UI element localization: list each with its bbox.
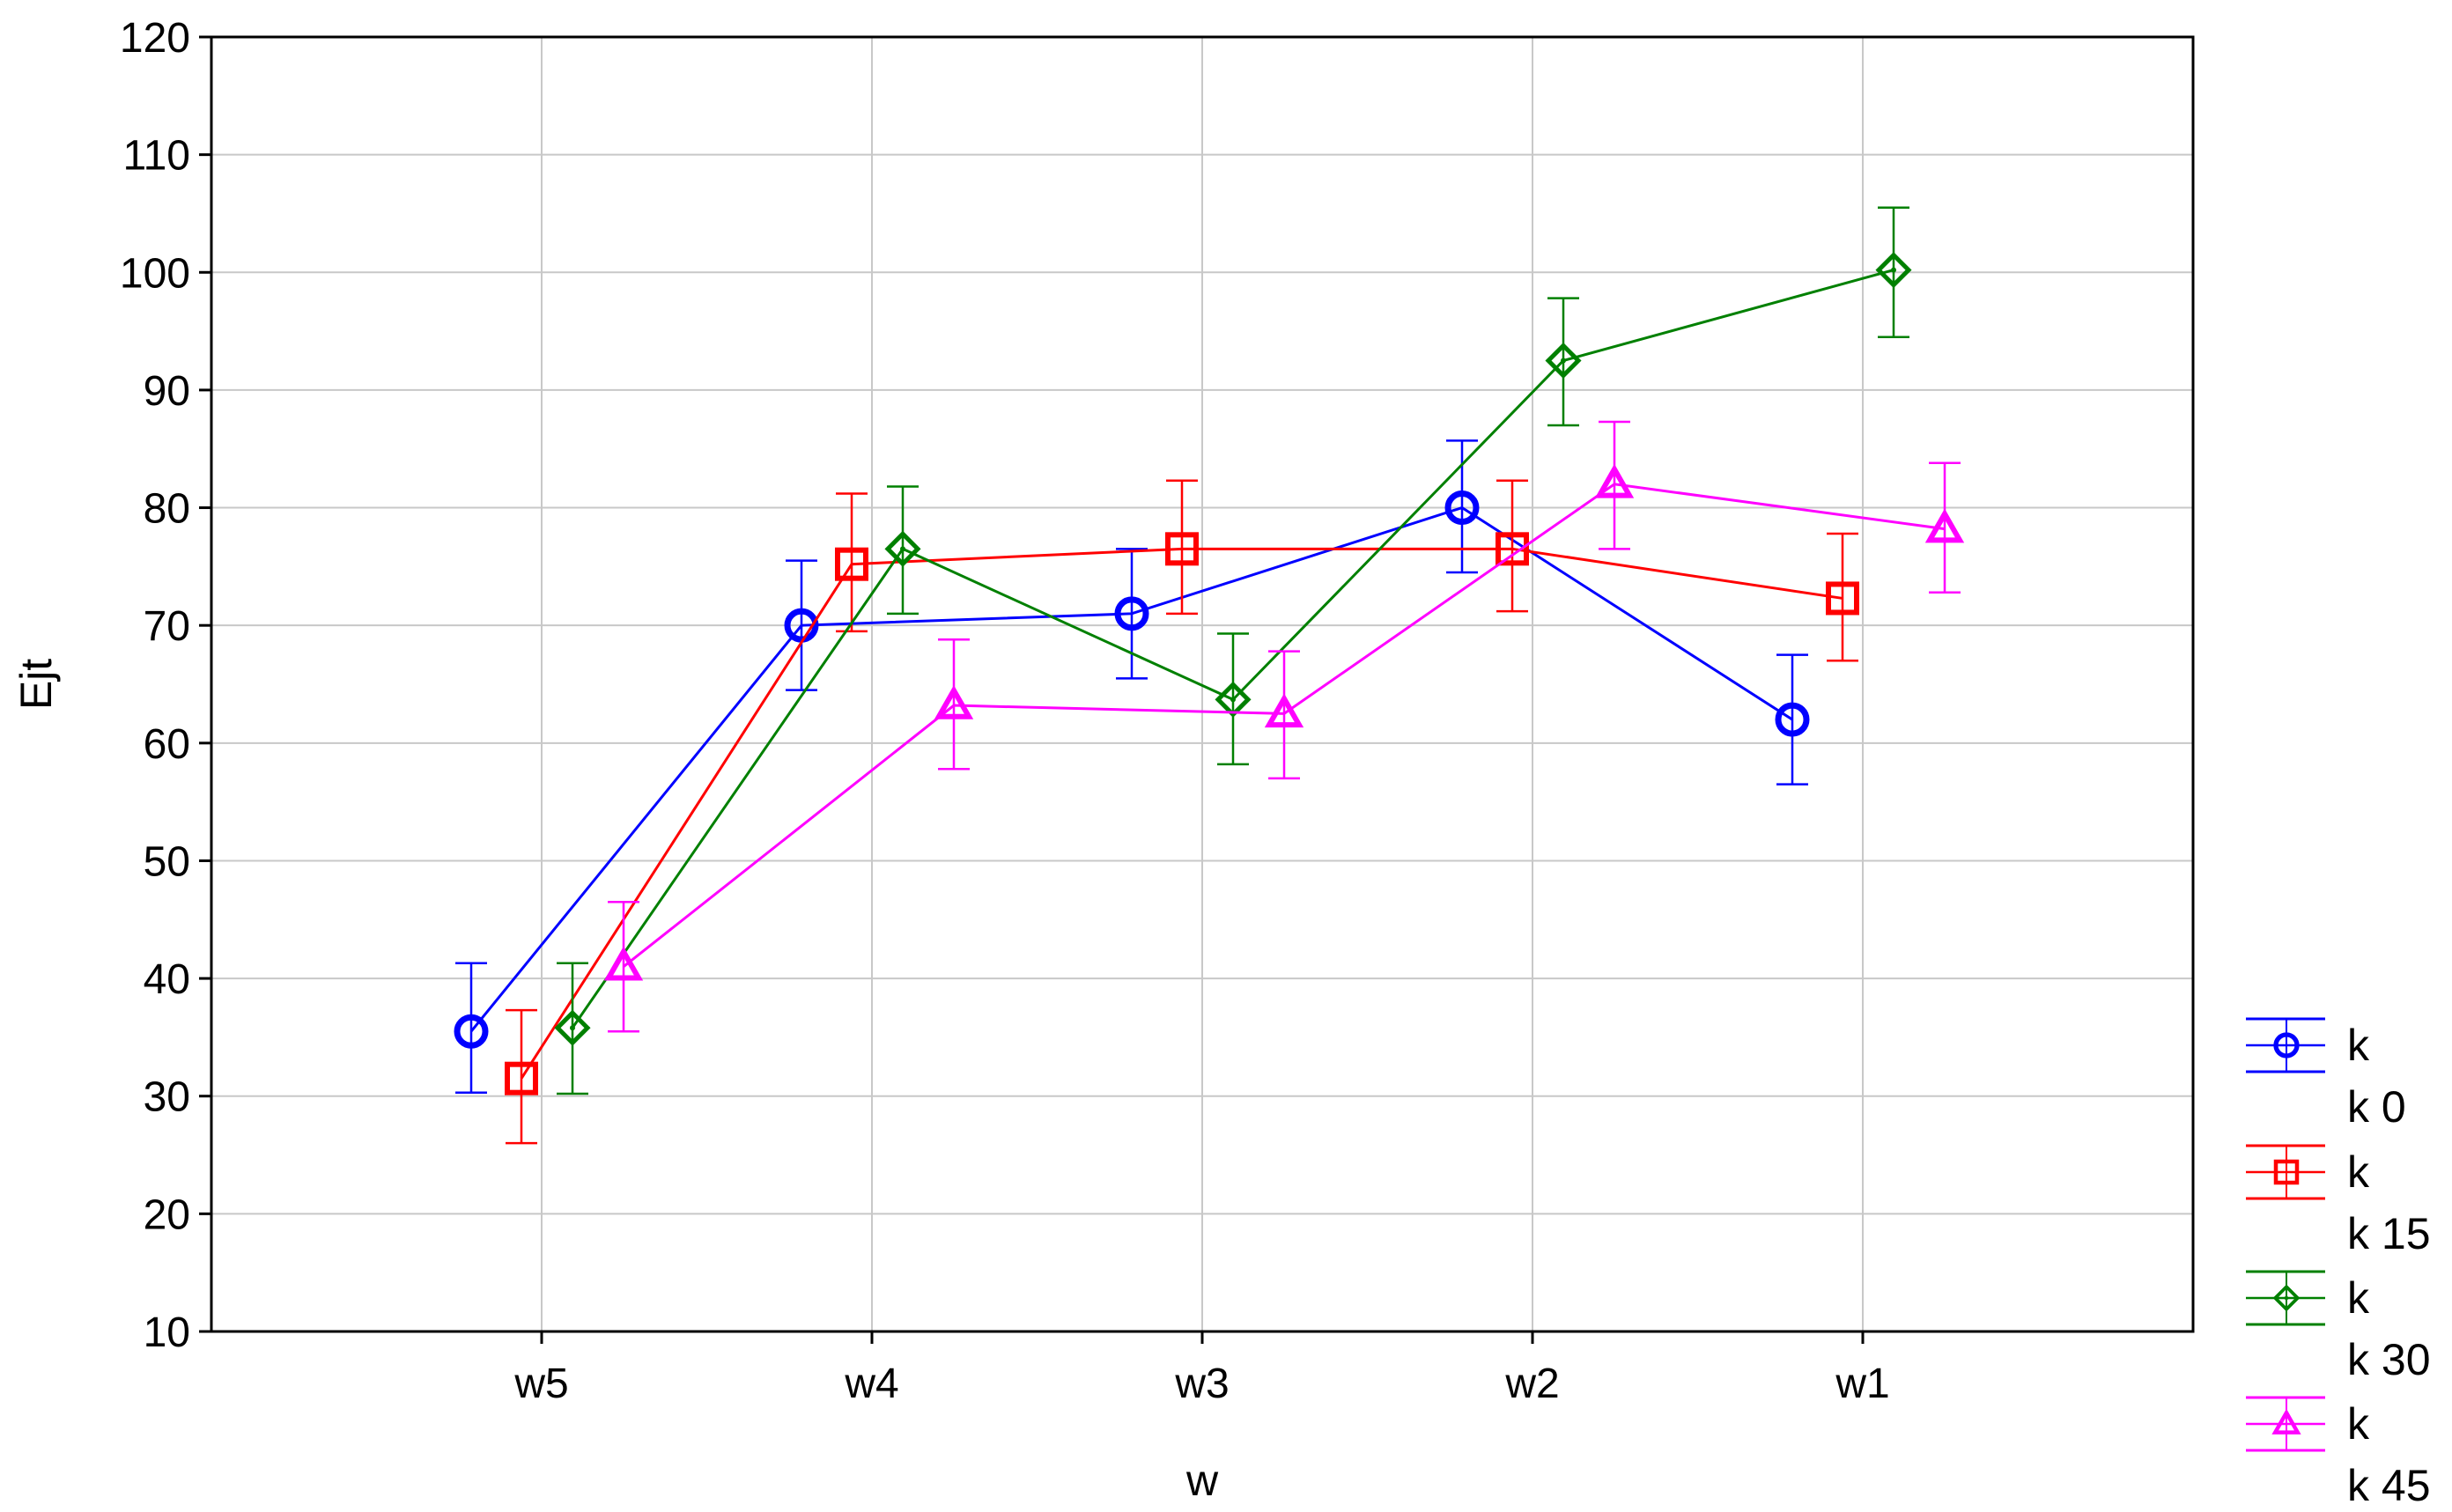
y-axis-ticks: 10 20 30 40 50 60 70 80 90 100 110 120 xyxy=(120,15,211,1356)
y-tick-label: 10 xyxy=(144,1309,190,1356)
data-point-k-45 xyxy=(1594,463,1635,498)
legend-title: k xyxy=(2347,1021,2370,1070)
data-point-k-15 xyxy=(505,1061,538,1095)
series-k-0 xyxy=(454,439,1810,1094)
legend-title: k xyxy=(2347,1147,2370,1197)
data-point-k-30 xyxy=(1215,681,1252,718)
legend-marker xyxy=(2273,1159,2300,1185)
y-tick-label: 40 xyxy=(144,956,190,1003)
data-point-k-15 xyxy=(1496,532,1529,566)
data-point-k-45 xyxy=(603,946,644,981)
x-tick-label: w1 xyxy=(1835,1361,1889,1407)
legend: k k 0 k k 15 k k 30 k k 45 xyxy=(2246,1017,2431,1510)
data-point-k-0 xyxy=(1775,702,1810,737)
data-point-k-30-dot xyxy=(1891,267,1896,273)
data-point-k-30-dot xyxy=(1561,358,1566,364)
data-point-k-15 xyxy=(1826,581,1859,616)
x-axis-title: w xyxy=(1185,1456,1219,1505)
data-point-k-0 xyxy=(1114,596,1149,631)
y-tick-label: 80 xyxy=(144,486,190,533)
y-tick-label: 120 xyxy=(120,15,190,62)
series-layer xyxy=(454,206,1965,1145)
series-k-30 xyxy=(554,206,1912,1095)
legend-label: k 30 xyxy=(2347,1335,2431,1384)
series-k-15 xyxy=(505,479,1859,1145)
y-tick-label: 60 xyxy=(144,721,190,768)
legend-item-k-45: k k 45 xyxy=(2246,1396,2431,1510)
legend-title: k xyxy=(2347,1399,2370,1449)
x-tick-label: w2 xyxy=(1504,1361,1559,1407)
data-point-k-30-dot xyxy=(570,1025,575,1031)
y-tick-label: 30 xyxy=(144,1074,190,1121)
x-tick-label: w3 xyxy=(1174,1361,1229,1407)
data-point-k-30-shape xyxy=(554,1009,591,1046)
data-point-k-30-shape xyxy=(1545,342,1582,380)
data-point-k-45 xyxy=(1264,693,1304,728)
y-tick-label: 50 xyxy=(144,838,190,885)
y-tick-label: 100 xyxy=(120,250,190,297)
data-point-k-30 xyxy=(554,1009,591,1046)
data-point-k-45 xyxy=(934,685,974,719)
legend-marker xyxy=(2271,1408,2301,1435)
y-tick-label: 70 xyxy=(144,603,190,650)
legend-marker xyxy=(2273,1032,2300,1058)
series-k-45 xyxy=(603,420,1965,1033)
y-tick-label: 20 xyxy=(144,1191,190,1238)
x-axis-ticks: w5 w4 w3 w2 w1 xyxy=(513,1331,1890,1407)
data-point-k-0 xyxy=(1444,490,1480,526)
x-tick-label: w5 xyxy=(513,1361,568,1407)
legend-marker-shape xyxy=(2272,1284,2301,1312)
y-axis-title: Ejt xyxy=(11,659,61,710)
data-point-k-45 xyxy=(1924,508,1965,543)
legend-label: k 15 xyxy=(2347,1209,2431,1258)
y-tick-label: 90 xyxy=(144,368,190,415)
legend-marker-dot xyxy=(2284,1295,2289,1301)
legend-label: k 45 xyxy=(2347,1461,2431,1510)
legend-marker xyxy=(2272,1284,2301,1312)
legend-item-k-15: k k 15 xyxy=(2246,1144,2431,1258)
data-point-k-30 xyxy=(1875,252,1912,289)
data-point-k-30-dot xyxy=(900,546,905,552)
y-tick-label: 110 xyxy=(122,133,190,180)
legend-item-k-30: k k 30 xyxy=(2246,1270,2431,1384)
x-tick-label: w4 xyxy=(844,1361,898,1407)
legend-item-k-0: k k 0 xyxy=(2246,1017,2406,1132)
legend-label: k 0 xyxy=(2347,1082,2406,1132)
data-point-k-30 xyxy=(884,530,921,567)
data-point-k-30-shape xyxy=(1215,681,1252,718)
data-point-k-0 xyxy=(454,1014,489,1049)
data-point-k-15 xyxy=(1165,532,1199,566)
data-point-k-30 xyxy=(1545,342,1582,380)
data-point-k-30-shape xyxy=(1875,252,1912,289)
data-point-k-30-shape xyxy=(884,530,921,567)
data-point-k-15 xyxy=(835,547,868,581)
data-point-k-0 xyxy=(784,608,819,643)
legend-title: k xyxy=(2347,1273,2370,1323)
data-point-k-30-dot xyxy=(1230,697,1236,703)
